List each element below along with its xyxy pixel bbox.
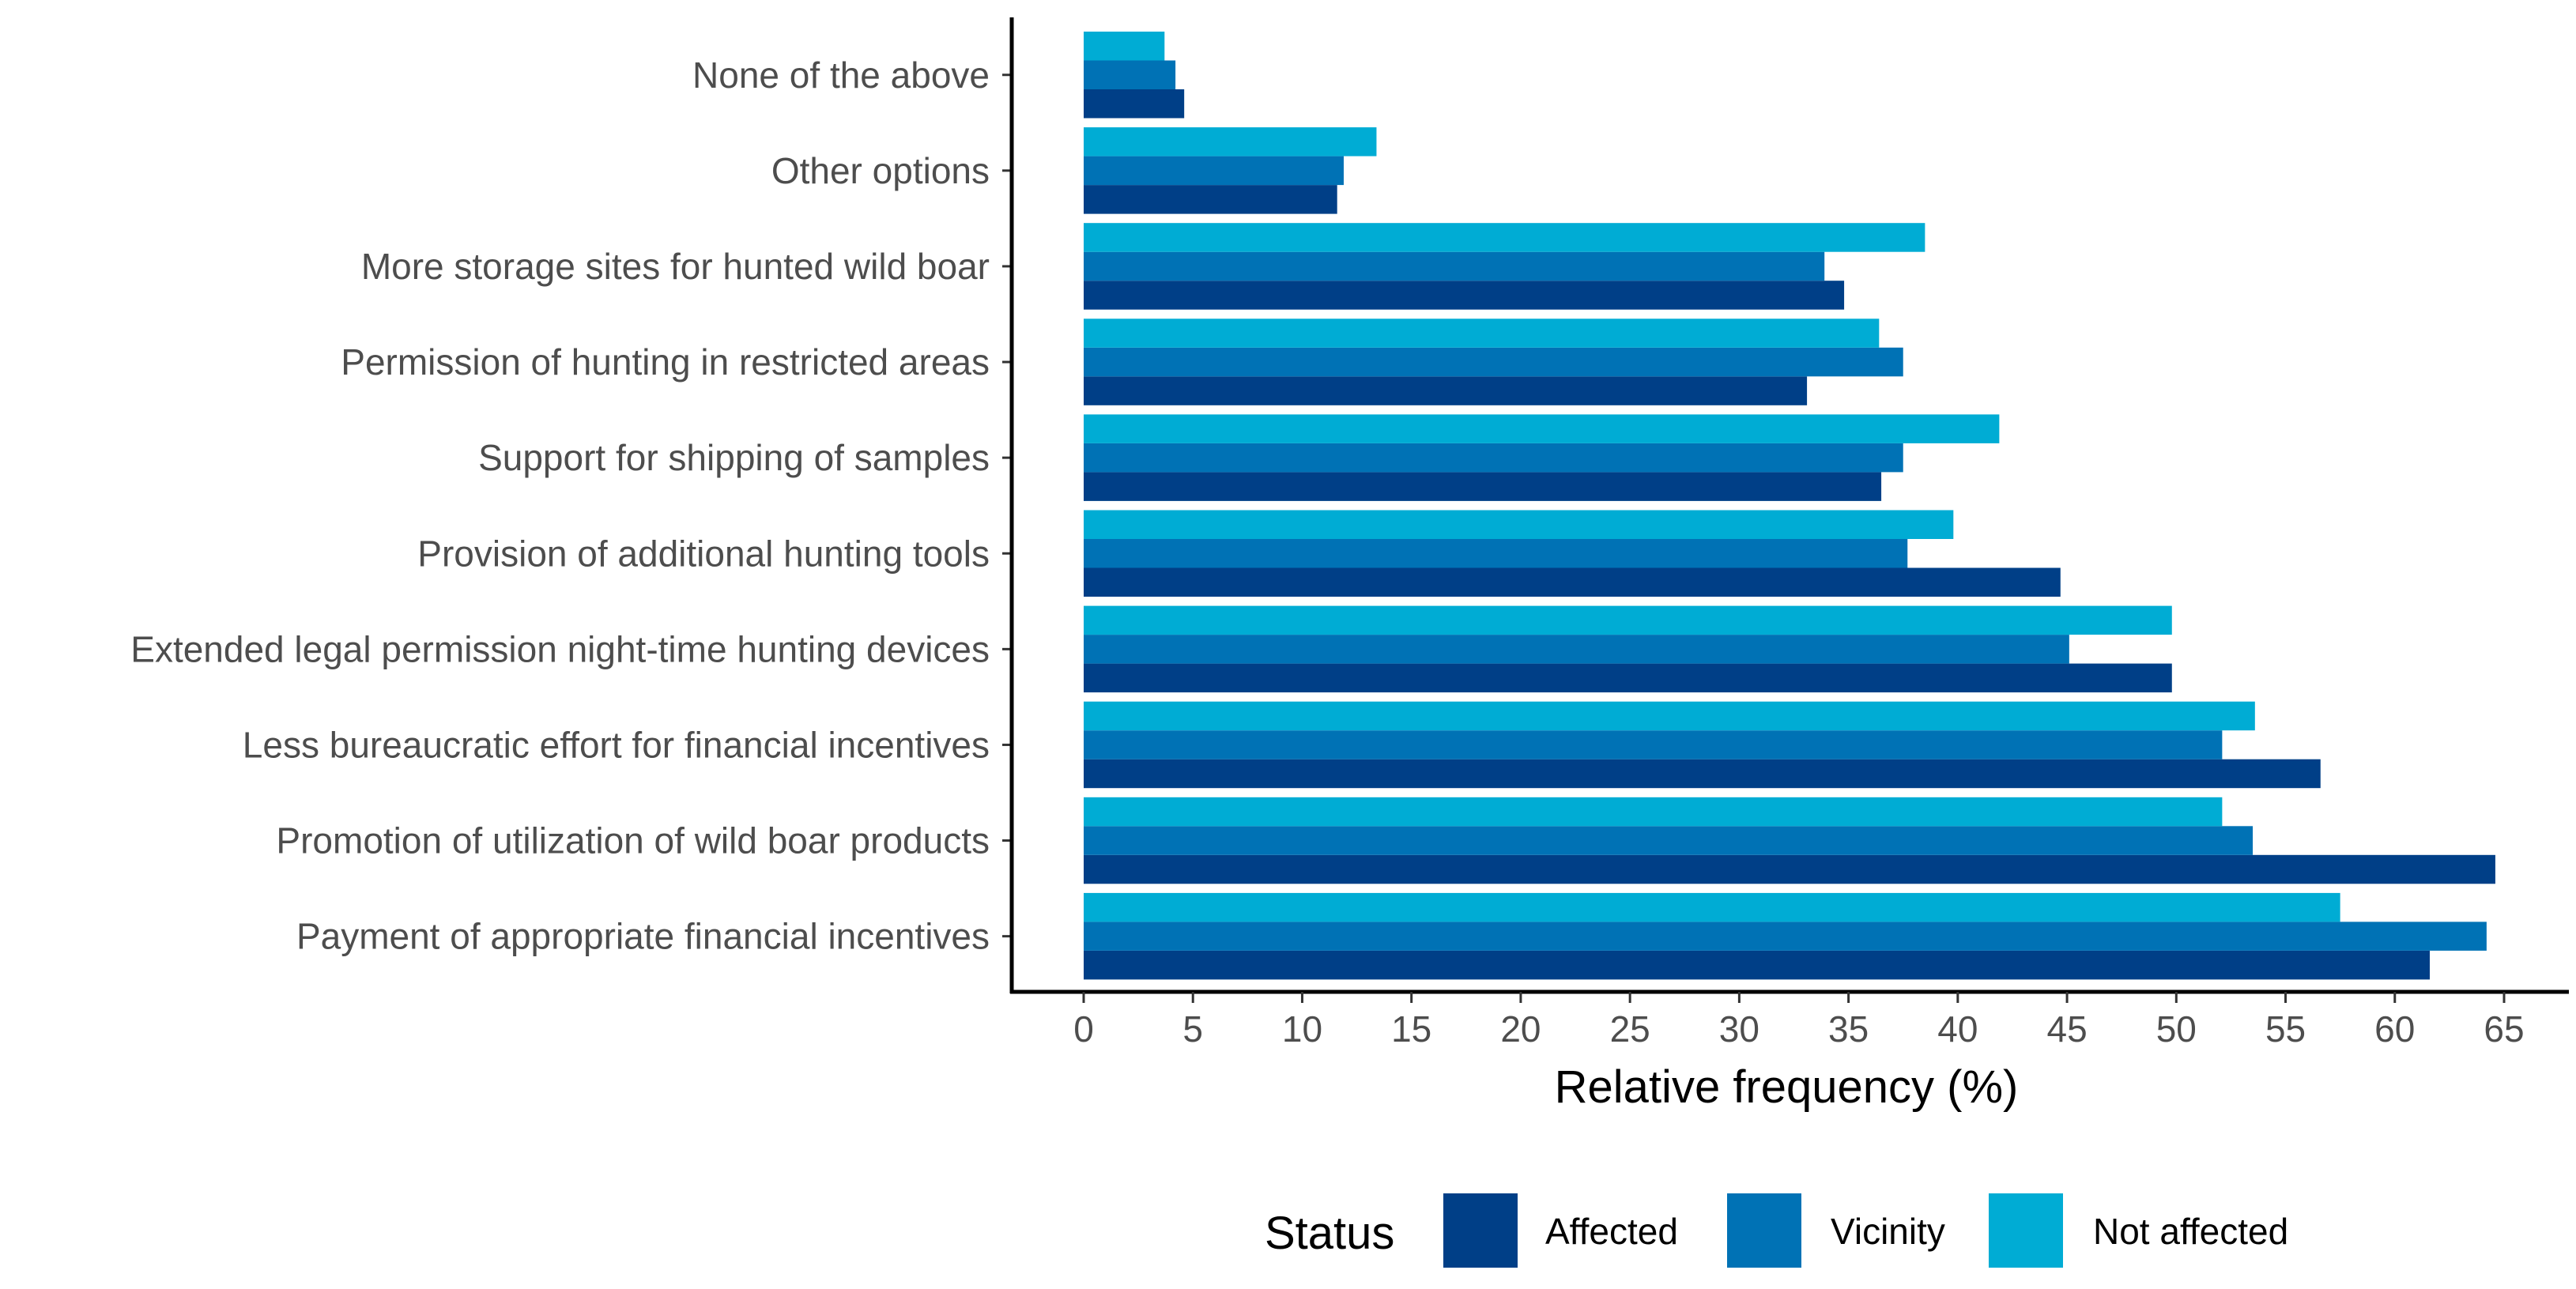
bar-affected-5: [1084, 472, 1882, 501]
x-axis-title: Relative frequency (%): [1555, 1061, 2019, 1113]
legend-title: Status: [1265, 1208, 1394, 1259]
bar-not-affected-4: [1084, 510, 1954, 539]
x-tick-label: 10: [1282, 1008, 1322, 1050]
bar-vicinity-8: [1084, 156, 1344, 186]
x-tick-label: 15: [1391, 1008, 1431, 1050]
x-tick-label: 45: [2046, 1008, 2087, 1050]
bar-affected-8: [1084, 185, 1337, 214]
bar-not-affected-6: [1084, 318, 1880, 348]
bar-affected-0: [1084, 950, 2431, 980]
y-axis: Payment of appropriate financial incenti…: [130, 17, 1014, 993]
bar-vicinity-4: [1084, 539, 1908, 568]
x-tick-label: 20: [1500, 1008, 1541, 1050]
y-tick-label: Provision of additional hunting tools: [417, 533, 990, 574]
legend: Status Affected Vicinity Not affected: [1265, 1193, 2288, 1268]
bar-not-affected-8: [1084, 127, 1377, 156]
x-tick-label: 55: [2265, 1008, 2306, 1050]
y-tick-label: Payment of appropriate financial incenti…: [296, 916, 990, 957]
bar-vicinity-5: [1084, 443, 1903, 473]
bar-vicinity-0: [1084, 922, 2487, 951]
x-tick-label: 0: [1073, 1008, 1094, 1050]
y-tick-label: Permission of hunting in restricted area…: [341, 341, 990, 383]
bar-affected-1: [1084, 854, 2495, 884]
legend-key-affected: [1443, 1193, 1518, 1268]
bar-vicinity-7: [1084, 251, 1825, 281]
bar-affected-7: [1084, 281, 1845, 310]
bar-affected-6: [1084, 376, 1808, 405]
y-tick-label: Support for shipping of samples: [478, 437, 990, 478]
y-tick-label: None of the above: [692, 55, 990, 96]
x-tick-label: 30: [1719, 1008, 1759, 1050]
x-tick-label: 25: [1610, 1008, 1650, 1050]
y-tick-label: More storage sites for hunted wild boar: [361, 246, 990, 287]
bar-vicinity-2: [1084, 730, 2223, 759]
x-tick-label: 5: [1182, 1008, 1203, 1050]
bar-affected-2: [1084, 759, 2321, 789]
y-tick-label: Extended legal permission night-time hun…: [130, 628, 990, 669]
x-axis: 0 5 10 15 20 25 30 35 40 45 50 55 60 65: [1010, 989, 2569, 1050]
bar-vicinity-3: [1084, 635, 2069, 664]
bar-not-affected-3: [1084, 605, 2172, 635]
x-tick-label: 40: [1937, 1008, 1978, 1050]
bar-vicinity-6: [1084, 347, 1903, 377]
bar-affected-9: [1084, 89, 1185, 119]
y-tick-label: Less bureaucratic effort for financial i…: [243, 724, 990, 765]
legend-label-affected: Affected: [1545, 1211, 1678, 1252]
bar-vicinity-1: [1084, 826, 2254, 855]
legend-key-not-affected: [1989, 1193, 2063, 1268]
x-tick-label: 35: [1828, 1008, 1869, 1050]
bar-affected-3: [1084, 663, 2172, 693]
x-tick-label: 50: [2156, 1008, 2197, 1050]
x-tick-label: 65: [2484, 1008, 2524, 1050]
bar-vicinity-9: [1084, 60, 1176, 89]
bar-not-affected-0: [1084, 892, 2340, 922]
x-tick-label: 60: [2374, 1008, 2415, 1050]
y-tick-label: Other options: [771, 150, 990, 191]
bars-group: [1084, 32, 2495, 980]
bar-affected-4: [1084, 567, 2061, 597]
legend-label-vicinity: Vicinity: [1831, 1211, 1945, 1252]
bar-not-affected-2: [1084, 701, 2255, 731]
legend-label-not-affected: Not affected: [2093, 1211, 2288, 1252]
bar-not-affected-9: [1084, 32, 1165, 61]
y-tick-label: Promotion of utilization of wild boar pr…: [276, 820, 990, 861]
bar-not-affected-7: [1084, 223, 1925, 252]
legend-key-vicinity: [1727, 1193, 1801, 1268]
bar-not-affected-5: [1084, 414, 2000, 443]
bar-not-affected-1: [1084, 797, 2223, 827]
